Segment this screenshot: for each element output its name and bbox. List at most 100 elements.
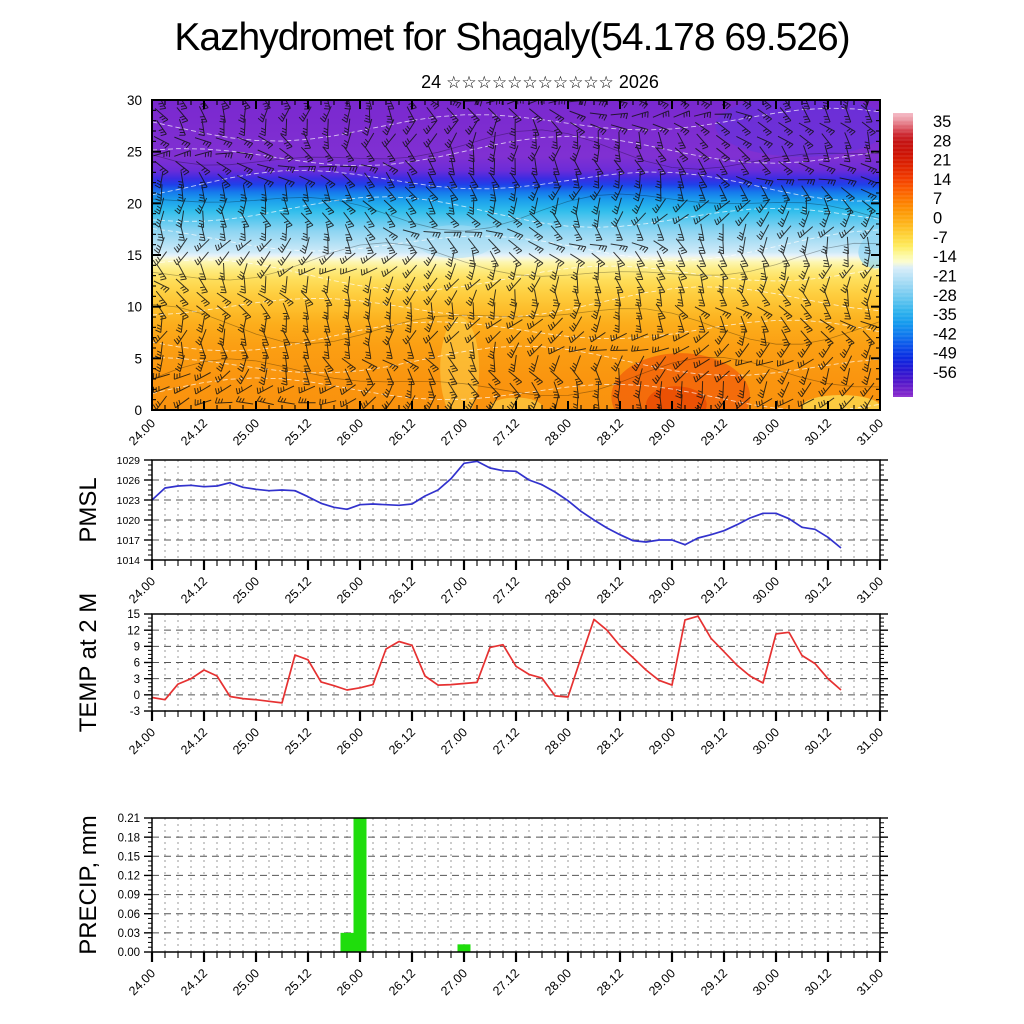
- colorbar-label: 14: [933, 171, 951, 189]
- x-tick-label: 30.12: [802, 416, 834, 448]
- field-feature-blob: [858, 235, 880, 269]
- x-tick-label: 25.00: [230, 725, 262, 757]
- x-tick-label: 27.00: [438, 966, 470, 998]
- x-tick-label: 25.00: [230, 416, 262, 448]
- pmsl-line: [151, 460, 842, 549]
- x-tick-label: 27.00: [438, 416, 470, 448]
- x-tick-label: 25.12: [282, 966, 314, 998]
- colorbar-label: -56: [933, 364, 957, 382]
- x-tick-label: 27.12: [490, 966, 522, 998]
- y-tick-label: 1014: [117, 555, 141, 567]
- field-feature-blob: [646, 386, 707, 410]
- x-tick-label: 27.12: [490, 416, 522, 448]
- y-tick-label: -3: [130, 706, 140, 718]
- panel-title: TEMP at 2 M: [75, 593, 102, 733]
- x-tick-label: 26.00: [334, 574, 366, 606]
- x-tick-label: 28.00: [542, 725, 574, 757]
- field-feature-blob: [611, 353, 750, 410]
- x-tick-label: 24.12: [178, 574, 210, 606]
- y-tick-label: 30: [127, 93, 142, 108]
- x-tick-label: 25.12: [282, 725, 314, 757]
- y-tick-label: 0: [134, 403, 142, 418]
- x-tick-label: 24.00: [126, 725, 158, 757]
- x-tick-label: 30.00: [750, 416, 782, 448]
- y-tick-label: 1020: [117, 515, 141, 527]
- y-tick-label: 0.15: [118, 851, 140, 863]
- x-tick-label: 28.00: [542, 966, 574, 998]
- colorbar-label: -49: [933, 345, 957, 363]
- x-tick-label: 28.12: [594, 725, 626, 757]
- x-tick-label: 25.00: [230, 966, 262, 998]
- y-tick-label: 20: [127, 196, 142, 211]
- x-tick-label: 26.00: [334, 725, 366, 757]
- x-tick-label: 24.00: [126, 966, 158, 998]
- x-tick-label: 30.12: [802, 725, 834, 757]
- y-tick-label: 0.12: [118, 871, 140, 883]
- colorbar-label: 28: [933, 132, 951, 150]
- colorbar-label: -35: [933, 306, 957, 324]
- x-tick-label: 27.12: [490, 574, 522, 606]
- y-tick-label: 10: [127, 300, 142, 315]
- x-tick-label: 30.12: [802, 574, 834, 606]
- colorbar-label: -7: [933, 229, 948, 247]
- field-panel: 0 5 10 15 20 25 30 24.00 24.12 25.00 25.12 26.00 26.…: [126, 93, 886, 448]
- precip-bar: [353, 818, 367, 952]
- y-tick-label: 0.18: [118, 832, 140, 844]
- x-tick-label: 29.00: [646, 725, 678, 757]
- x-tick-label: 24.12: [178, 416, 210, 448]
- colorbar-bar: [893, 113, 913, 397]
- x-tick-label: 29.12: [698, 725, 730, 757]
- y-tick-label: 25: [127, 145, 142, 160]
- y-tick-label: 15: [127, 609, 140, 621]
- x-tick-label: 28.00: [542, 574, 574, 606]
- x-tick-label: 29.00: [646, 416, 678, 448]
- wind-barbs: [152, 100, 878, 410]
- y-tick-label: 5: [134, 351, 142, 366]
- x-tick-label: 30.00: [750, 574, 782, 606]
- x-tick-label: 31.00: [854, 966, 886, 998]
- x-tick-label: 29.00: [646, 574, 678, 606]
- y-tick-label: 9: [134, 641, 140, 653]
- colorbar-label: 35: [933, 113, 951, 131]
- y-tick-label: 15: [127, 248, 142, 263]
- y-tick-label: 0.06: [118, 909, 140, 921]
- page-title: Kazhydromet for Shagaly(54.178 69.526): [174, 16, 850, 59]
- y-tick-label: 0.03: [118, 928, 140, 940]
- x-tick-label: 29.12: [698, 966, 730, 998]
- x-tick-label: 31.00: [854, 725, 886, 757]
- subtitle-year: 2026: [618, 72, 659, 92]
- colorbar-label: 0: [933, 210, 942, 228]
- x-tick-label: 24.12: [178, 725, 210, 757]
- y-tick-label: 1029: [117, 455, 141, 467]
- x-tick-label: 25.12: [282, 574, 314, 606]
- y-tick-label: 0.00: [118, 947, 140, 959]
- x-tick-label: 30.12: [802, 966, 834, 998]
- colorbar-label: -21: [933, 267, 957, 285]
- x-tick-label: 25.00: [230, 574, 262, 606]
- precip-panel: 0.00 0.03 0.06 0.09 0.12 0.15 0.18 0.21 24.00 24.…: [75, 813, 888, 998]
- colorbar-label: -42: [933, 325, 957, 343]
- precip-bar: [457, 944, 471, 952]
- x-tick-label: 29.12: [698, 574, 730, 606]
- y-tick-label: 0: [134, 690, 140, 702]
- x-tick-label: 24.12: [178, 966, 210, 998]
- y-tick-label: 3: [134, 674, 140, 686]
- y-tick-label: 1026: [117, 475, 141, 487]
- subtitle-day: 24: [421, 72, 442, 92]
- x-tick-label: 27.12: [490, 725, 522, 757]
- field-feature-blob: [416, 225, 495, 259]
- x-tick-label: 27.00: [438, 725, 470, 757]
- y-tick-label: 0.09: [118, 890, 140, 902]
- temp-panel: -3 0 3 6 9 12 15 24.00 24.12 25.00 25.12 26.00 26.12…: [75, 593, 888, 757]
- x-tick-label: 28.12: [594, 966, 626, 998]
- colorbar-label: -28: [933, 287, 957, 305]
- colorbar-label: -14: [933, 248, 957, 266]
- x-tick-label: 26.12: [386, 966, 418, 998]
- panel-title: PRECIP, mm: [75, 815, 102, 955]
- colorbar-label: 7: [933, 190, 942, 208]
- x-tick-label: 29.12: [698, 416, 730, 448]
- y-tick-label: 1017: [117, 535, 141, 547]
